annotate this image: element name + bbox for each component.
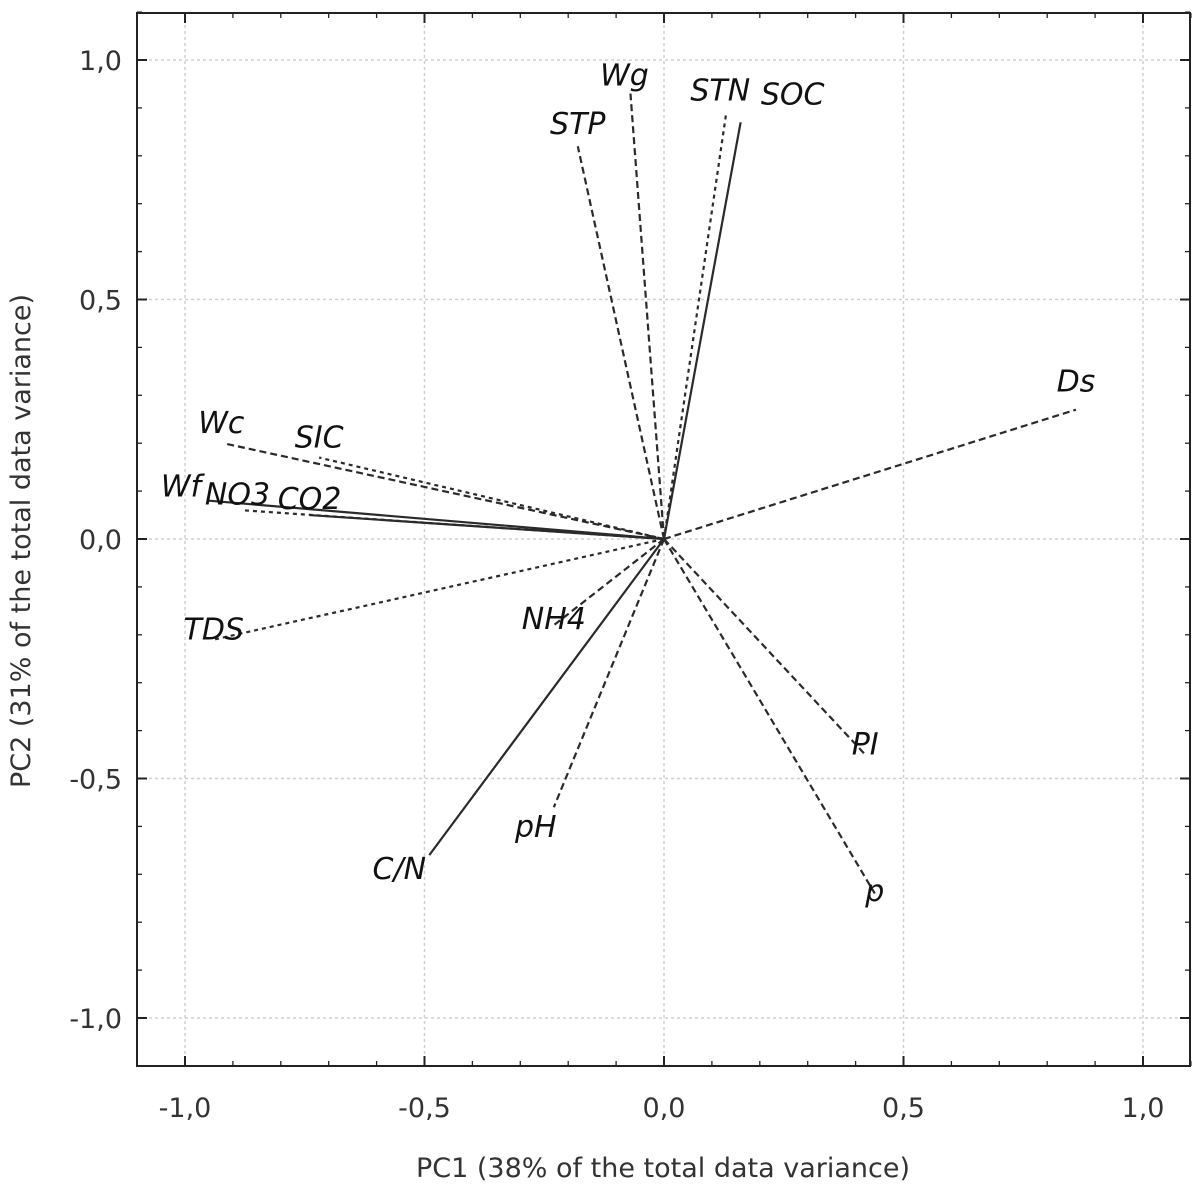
- label-soc: SOC: [761, 77, 825, 112]
- x-tick-label: 0,0: [643, 1093, 686, 1124]
- label-stp: STP: [550, 107, 606, 142]
- vector-stp: [576, 145, 666, 540]
- y-tick-labels: -1,0 -0,5 0,0 0,5 1,0: [69, 46, 122, 1035]
- label-wg: Wg: [600, 59, 649, 94]
- label-no3: NO3: [205, 477, 270, 512]
- y-tick-label: -1,0: [69, 1004, 122, 1035]
- y-tick-label: 0,5: [79, 286, 122, 317]
- vector-tds: [213, 537, 665, 641]
- label-sic: SIC: [295, 421, 344, 456]
- vector-soc: [662, 122, 742, 540]
- label-co2: CO2: [278, 482, 342, 517]
- label-ph: pH: [514, 810, 557, 845]
- label-cn: C/N: [373, 852, 427, 887]
- axis-ticks: [136, 11, 1192, 1067]
- loading-vectors: [208, 93, 1077, 895]
- x-tick-label: -1,0: [159, 1093, 212, 1124]
- x-tick-labels: -1,0 -0,5 0,0 0,5 1,0: [159, 1093, 1165, 1124]
- y-axis-title: PC2 (31% of the total data variance): [6, 294, 37, 788]
- vector-wf: [208, 499, 665, 541]
- variable-labels: Wg STP STN SOC Ds Wc SIC Wf NO3 CO2 TDS NH4 C/N pH PI p: [161, 59, 1095, 910]
- label-wc: Wc: [198, 406, 245, 441]
- y-tick-label: 1,0: [79, 46, 122, 77]
- x-tick-label: 0,5: [882, 1093, 925, 1124]
- vector-wg: [629, 93, 666, 540]
- vector-nh4: [553, 538, 665, 627]
- vector-pi: [663, 538, 866, 756]
- label-wf: Wf: [161, 470, 206, 505]
- label-nh4: NH4: [522, 602, 586, 637]
- vector-sic: [318, 456, 665, 541]
- vector-p: [663, 538, 876, 895]
- label-stn: STN: [690, 74, 750, 109]
- vector-stn: [662, 112, 728, 540]
- vector-ds: [663, 408, 1077, 541]
- x-axis-title: PC1 (38% of the total data variance): [416, 1153, 910, 1184]
- y-tick-label: 0,0: [79, 525, 122, 556]
- label-ds: Ds: [1057, 365, 1096, 400]
- x-tick-label: -0,5: [398, 1093, 451, 1124]
- vector-co2: [309, 513, 665, 541]
- x-tick-label: 1,0: [1122, 1093, 1165, 1124]
- vector-cn: [428, 538, 665, 856]
- y-tick-label: -0,5: [69, 765, 122, 796]
- vector-ph: [552, 538, 666, 808]
- label-p: p: [864, 874, 884, 909]
- label-pi: PI: [852, 728, 879, 763]
- label-tds: TDS: [184, 613, 244, 648]
- vector-wc: [223, 442, 665, 541]
- gridlines: [137, 13, 1190, 1066]
